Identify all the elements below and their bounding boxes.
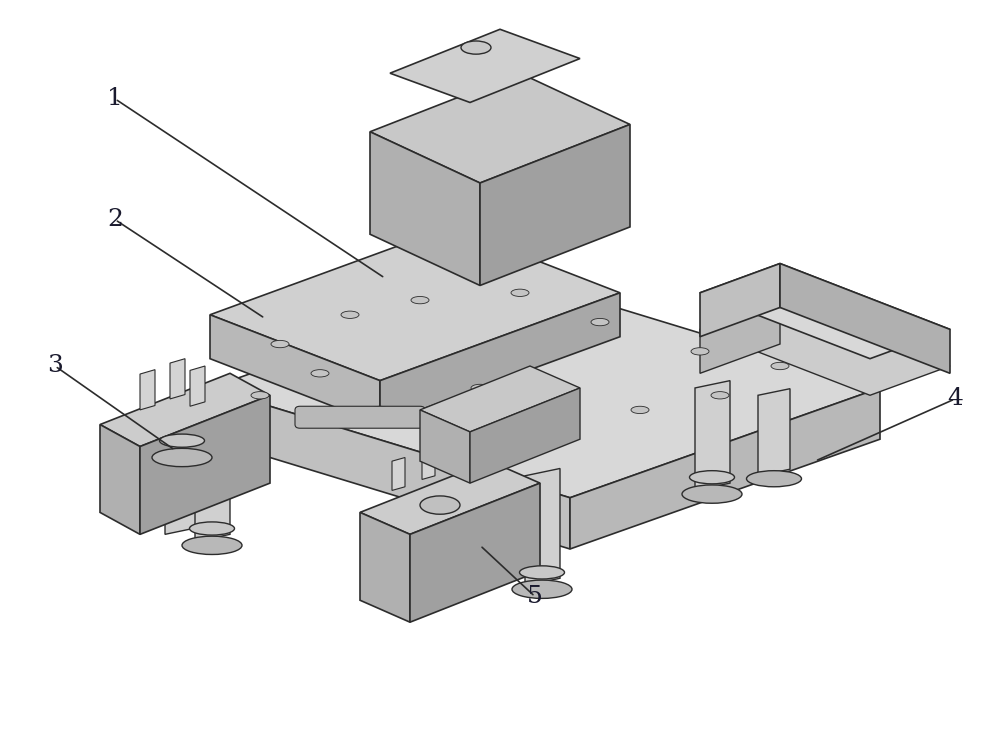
Ellipse shape bbox=[591, 318, 609, 326]
Ellipse shape bbox=[511, 289, 529, 296]
Ellipse shape bbox=[341, 311, 359, 318]
Polygon shape bbox=[165, 447, 200, 534]
Polygon shape bbox=[190, 366, 205, 406]
FancyBboxPatch shape bbox=[455, 414, 565, 436]
Polygon shape bbox=[140, 395, 270, 534]
Polygon shape bbox=[420, 410, 470, 483]
Polygon shape bbox=[210, 388, 570, 549]
Ellipse shape bbox=[190, 522, 234, 535]
Polygon shape bbox=[390, 29, 580, 102]
Text: 1: 1 bbox=[107, 87, 123, 111]
Polygon shape bbox=[360, 512, 410, 622]
Polygon shape bbox=[100, 425, 140, 534]
Polygon shape bbox=[758, 389, 790, 476]
Ellipse shape bbox=[182, 536, 242, 555]
Polygon shape bbox=[210, 278, 880, 498]
Ellipse shape bbox=[160, 434, 205, 447]
Polygon shape bbox=[525, 468, 560, 586]
Ellipse shape bbox=[631, 406, 649, 414]
Polygon shape bbox=[470, 388, 580, 483]
Ellipse shape bbox=[690, 471, 734, 484]
Polygon shape bbox=[422, 447, 435, 479]
Polygon shape bbox=[700, 300, 950, 395]
Ellipse shape bbox=[682, 485, 742, 504]
Polygon shape bbox=[140, 370, 155, 410]
Polygon shape bbox=[170, 359, 185, 399]
Text: 2: 2 bbox=[107, 208, 123, 231]
Polygon shape bbox=[210, 227, 620, 381]
Polygon shape bbox=[410, 483, 540, 622]
Polygon shape bbox=[370, 132, 480, 285]
Polygon shape bbox=[360, 461, 540, 534]
Text: 4: 4 bbox=[947, 387, 963, 411]
Ellipse shape bbox=[420, 496, 460, 514]
Polygon shape bbox=[210, 315, 380, 425]
Text: 5: 5 bbox=[527, 585, 543, 608]
Ellipse shape bbox=[691, 348, 709, 355]
Polygon shape bbox=[370, 73, 630, 183]
Ellipse shape bbox=[520, 566, 564, 579]
Ellipse shape bbox=[251, 392, 269, 399]
Polygon shape bbox=[195, 447, 230, 542]
Polygon shape bbox=[700, 264, 950, 359]
Polygon shape bbox=[700, 300, 780, 373]
Polygon shape bbox=[695, 381, 730, 490]
Ellipse shape bbox=[371, 406, 389, 414]
Ellipse shape bbox=[411, 296, 429, 304]
Ellipse shape bbox=[311, 370, 329, 377]
Ellipse shape bbox=[746, 471, 802, 487]
Polygon shape bbox=[780, 264, 950, 373]
Polygon shape bbox=[700, 264, 780, 337]
Polygon shape bbox=[100, 373, 270, 447]
Ellipse shape bbox=[541, 414, 559, 421]
Ellipse shape bbox=[711, 392, 729, 399]
Polygon shape bbox=[380, 293, 620, 425]
Ellipse shape bbox=[271, 340, 289, 348]
Ellipse shape bbox=[152, 448, 212, 467]
Ellipse shape bbox=[512, 580, 572, 599]
Text: 3: 3 bbox=[47, 354, 63, 378]
Polygon shape bbox=[570, 388, 880, 549]
Ellipse shape bbox=[471, 384, 489, 392]
Polygon shape bbox=[480, 124, 630, 285]
Polygon shape bbox=[392, 458, 405, 490]
Polygon shape bbox=[420, 366, 580, 432]
FancyBboxPatch shape bbox=[295, 406, 425, 428]
Ellipse shape bbox=[771, 362, 789, 370]
Ellipse shape bbox=[461, 41, 491, 54]
